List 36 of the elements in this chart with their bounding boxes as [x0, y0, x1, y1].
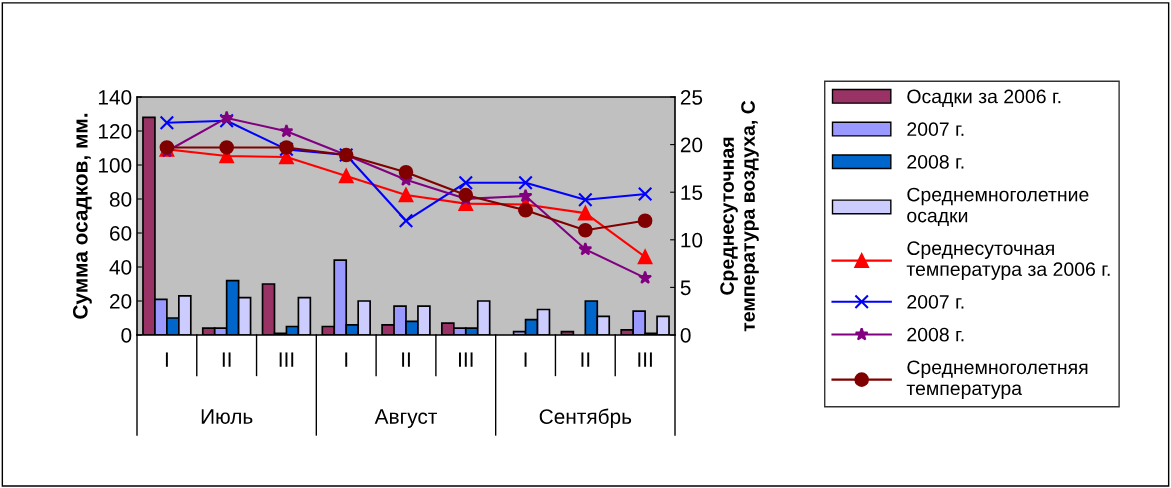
x-tick-label: I: [165, 352, 168, 367]
x-tick-label: I: [524, 352, 527, 367]
y-tick-label: 60: [110, 226, 132, 241]
y2-tick-label: 15: [681, 185, 703, 200]
x-tick-label: II: [581, 352, 590, 367]
y-tick-label: 100: [98, 158, 132, 173]
legend-label: 2008 г.: [907, 154, 964, 169]
legend-label: Среднемноголетние осадки: [907, 187, 1089, 227]
y2-axis-title: Среднесуточная температура воздуха, С: [720, 100, 759, 332]
y2-tick-label: 20: [680, 137, 703, 153]
y-tick-label: 140: [98, 90, 132, 105]
y-tick-label: 120: [98, 124, 132, 139]
y2-tick-label: 25: [680, 90, 703, 105]
legend-label: 2008 г.: [907, 327, 964, 342]
x-tick-label: III: [459, 352, 473, 367]
legend-label: 2007 г.: [907, 122, 964, 137]
y-tick-label: 20: [110, 294, 132, 309]
text: Август: [374, 409, 437, 429]
y2-tick-label: 5: [680, 280, 691, 296]
legend-label: Среднемноголетняя температура: [906, 360, 1088, 399]
text: Сентябрь: [539, 408, 632, 429]
x-tick-label: III: [638, 352, 652, 367]
x-tick-label: II: [402, 352, 410, 367]
legend-label: Среднесуточная температура за 2006 г.: [906, 241, 1110, 280]
x-tick-label: II: [222, 352, 231, 367]
text: Июль: [201, 409, 253, 424]
x-tick-label: III: [279, 352, 294, 367]
y-tick-label: 80: [109, 192, 132, 207]
y-tick-label: 0: [121, 328, 132, 343]
y2-tick-label: 0: [680, 328, 691, 343]
x-tick-label: I: [345, 352, 348, 367]
y-axis-title: Сумма осадков, мм.: [72, 113, 92, 319]
legend-label: Осадки за 2006 г.: [907, 89, 1061, 107]
y2-tick-label: 10: [681, 232, 703, 248]
legend-label: 2007 г.: [907, 294, 964, 309]
y-tick-label: 40: [109, 260, 132, 275]
